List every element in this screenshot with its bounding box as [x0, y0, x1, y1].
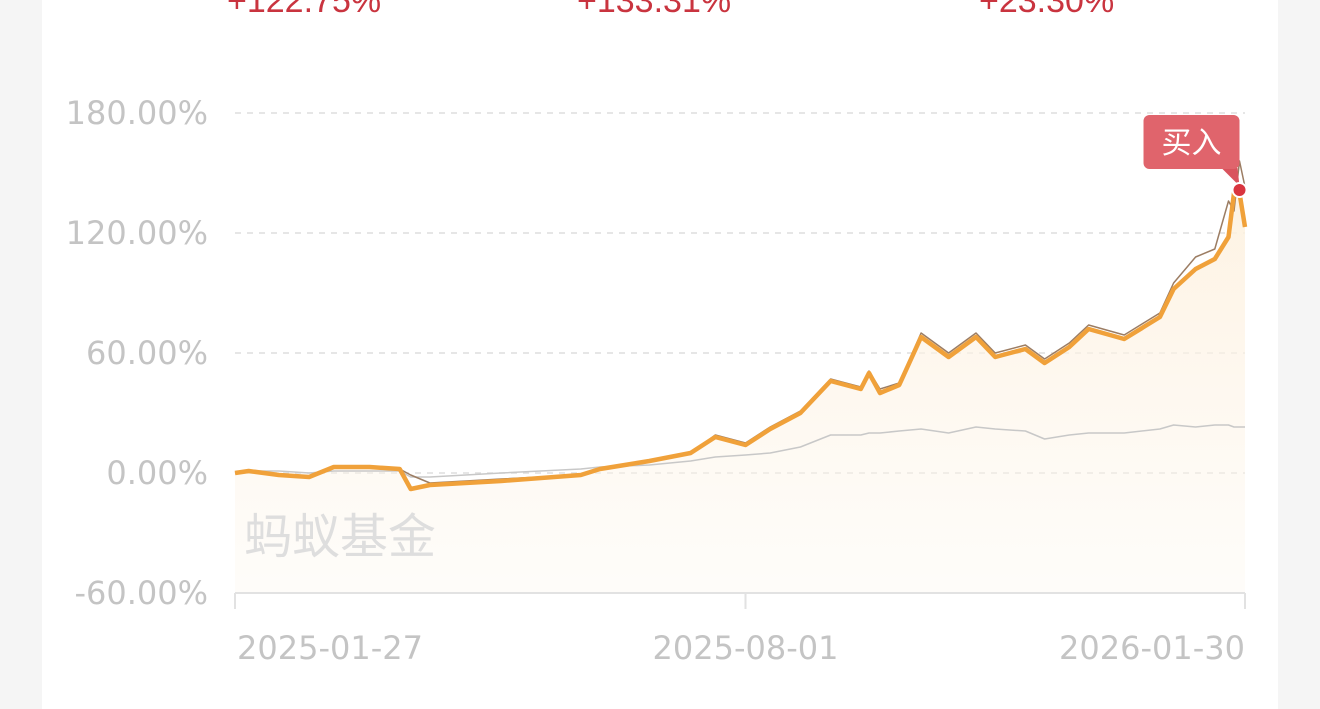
fund-series-line	[234, 190, 1248, 492]
x-tick-label: 2025-01-27	[237, 629, 423, 667]
buy-marker-label: 买入	[1162, 126, 1222, 161]
summary-fund-return: +122.75%	[227, 0, 382, 20]
watermark: 蚂蚁基金	[244, 509, 436, 565]
fund-area	[235, 193, 1245, 593]
y-tick-label: 0.00%	[106, 454, 208, 492]
buy-point[interactable]	[1231, 182, 1248, 198]
y-tick-label: 120.00%	[66, 214, 208, 252]
y-tick-label: -60.00%	[74, 574, 208, 612]
index-series-line	[234, 424, 1245, 478]
y-tick-label: 180.00%	[66, 94, 208, 132]
x-tick-label: 2026-01-30	[1059, 629, 1245, 667]
buy-marker[interactable]: 买入	[1143, 115, 1248, 198]
summary-peer-return: +133.31%	[577, 0, 732, 20]
y-tick-label: 60.00%	[86, 334, 208, 372]
x-tick-label: 2025-08-01	[653, 629, 839, 667]
summary-index-return: +23.30%	[979, 0, 1115, 20]
